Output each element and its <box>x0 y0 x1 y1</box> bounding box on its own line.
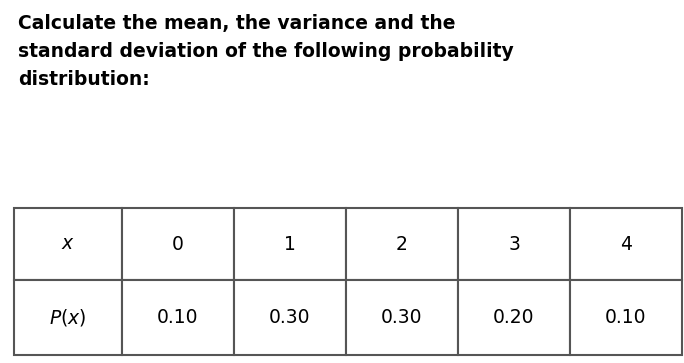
Bar <box>234 208 346 280</box>
Text: $P(x)$: $P(x)$ <box>49 307 87 328</box>
Bar <box>122 280 234 355</box>
Text: Calculate the mean, the variance and the: Calculate the mean, the variance and the <box>18 14 456 33</box>
Bar <box>234 280 346 355</box>
Text: 0.30: 0.30 <box>269 308 311 327</box>
Text: 2: 2 <box>396 234 408 253</box>
Text: standard deviation of the following probability: standard deviation of the following prob… <box>18 42 514 61</box>
Bar <box>14 280 122 355</box>
Text: 0.30: 0.30 <box>381 308 423 327</box>
Text: $x$: $x$ <box>61 235 75 253</box>
Bar <box>14 208 122 280</box>
Text: 1: 1 <box>284 234 296 253</box>
Bar <box>458 280 570 355</box>
Text: 4: 4 <box>620 234 632 253</box>
Bar <box>570 208 682 280</box>
Text: 0.10: 0.10 <box>605 308 647 327</box>
Bar <box>122 208 234 280</box>
Bar <box>458 208 570 280</box>
Text: 3: 3 <box>508 234 520 253</box>
Bar <box>346 208 458 280</box>
Bar <box>346 280 458 355</box>
Text: 0.10: 0.10 <box>157 308 199 327</box>
Text: 0: 0 <box>172 234 184 253</box>
Text: distribution:: distribution: <box>18 70 150 89</box>
Bar <box>570 280 682 355</box>
Text: 0.20: 0.20 <box>493 308 535 327</box>
